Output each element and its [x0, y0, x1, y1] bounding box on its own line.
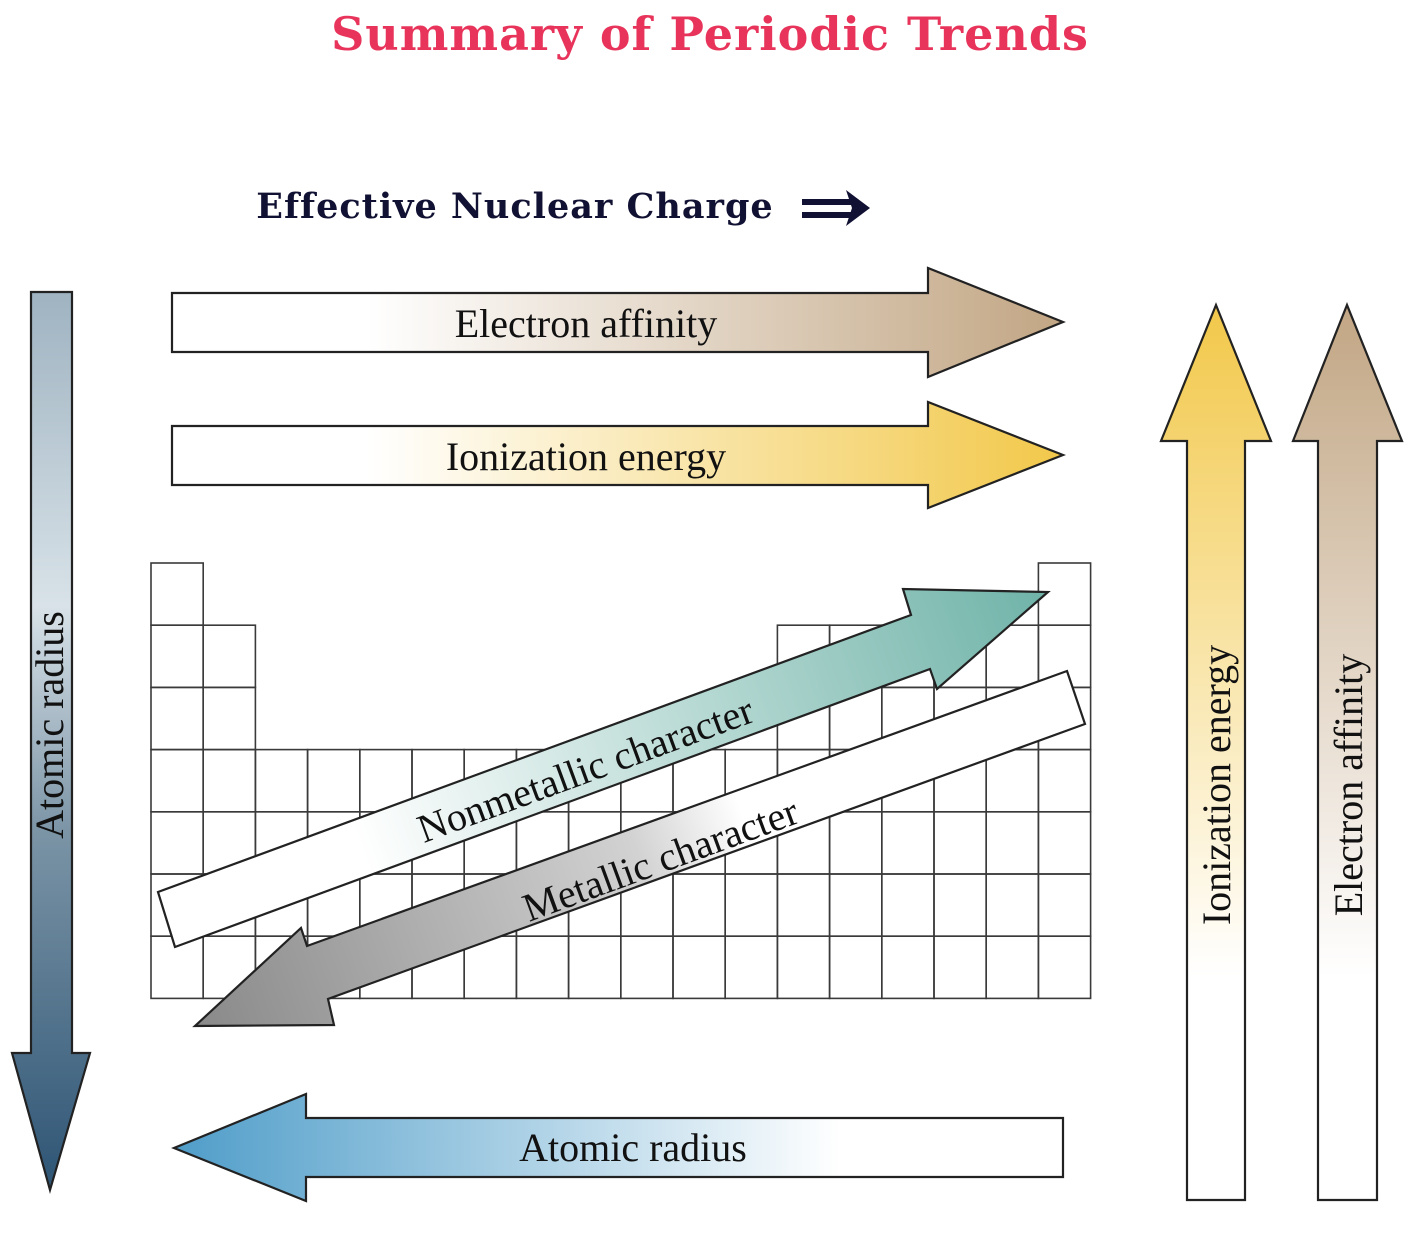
- atomic-radius-vertical-arrow: Atomic radius: [10, 290, 92, 1195]
- ionization-energy-horizontal-arrow: Ionization energy: [170, 400, 1067, 510]
- grid-cell: [985, 810, 1040, 875]
- ionization-energy-vertical-label: Ionization energy: [1194, 645, 1239, 925]
- grid-cell: [1037, 935, 1092, 1000]
- grid-cell: [828, 810, 883, 875]
- grid-cell: [1037, 810, 1092, 875]
- grid-cell: [1037, 873, 1092, 938]
- grid-cell: [672, 873, 727, 938]
- ionization-energy-horizontal-label: Ionization energy: [446, 434, 726, 479]
- atomic-radius-horizontal-label: Atomic radius: [519, 1125, 747, 1170]
- grid-cell: [985, 935, 1040, 1000]
- atomic-radius-vertical-label: Atomic radius: [27, 611, 72, 839]
- grid-cell: [150, 562, 205, 627]
- grid-cell: [254, 748, 309, 813]
- grid-cell: [828, 873, 883, 938]
- grid-cell: [672, 935, 727, 1000]
- grid-cell: [150, 686, 205, 751]
- grid-cell: [202, 624, 257, 689]
- grid-cell: [306, 748, 361, 813]
- grid-cell: [880, 935, 935, 1000]
- grid-cell: [150, 810, 205, 875]
- grid-cell: [985, 748, 1040, 813]
- grid-cell: [933, 873, 988, 938]
- electron-affinity-vertical-label: Electron affinity: [1326, 654, 1371, 917]
- double-arrow-right-icon: [802, 190, 870, 226]
- grid-cell: [880, 810, 935, 875]
- electron-affinity-vertical-arrow: Electron affinity: [1291, 302, 1404, 1202]
- grid-cell: [880, 873, 935, 938]
- grid-cell: [150, 624, 205, 689]
- grid-cell: [202, 686, 257, 751]
- grid-cell: [724, 873, 779, 938]
- ionization-energy-vertical-arrow: Ionization energy: [1159, 302, 1273, 1202]
- grid-cell: [567, 935, 622, 1000]
- grid-cell: [724, 935, 779, 1000]
- grid-cell: [619, 935, 674, 1000]
- grid-cell: [776, 935, 831, 1000]
- grid-cell: [776, 873, 831, 938]
- grid-cell: [985, 873, 1040, 938]
- grid-cell: [933, 810, 988, 875]
- diagram-title: Summary of Periodic Trends: [331, 7, 1089, 61]
- electron-affinity-horizontal-label: Electron affinity: [455, 301, 718, 346]
- effective-nuclear-charge-label: Effective Nuclear Charge: [256, 186, 773, 227]
- atomic-radius-horizontal-arrow: Atomic radius: [171, 1092, 1065, 1203]
- grid-cell: [515, 935, 570, 1000]
- grid-cell: [202, 748, 257, 813]
- electron-affinity-horizontal-arrow: Electron affinity: [170, 266, 1066, 379]
- grid-cell: [828, 935, 883, 1000]
- grid-cell: [150, 748, 205, 813]
- grid-cell: [1037, 748, 1092, 813]
- grid-cell: [933, 935, 988, 1000]
